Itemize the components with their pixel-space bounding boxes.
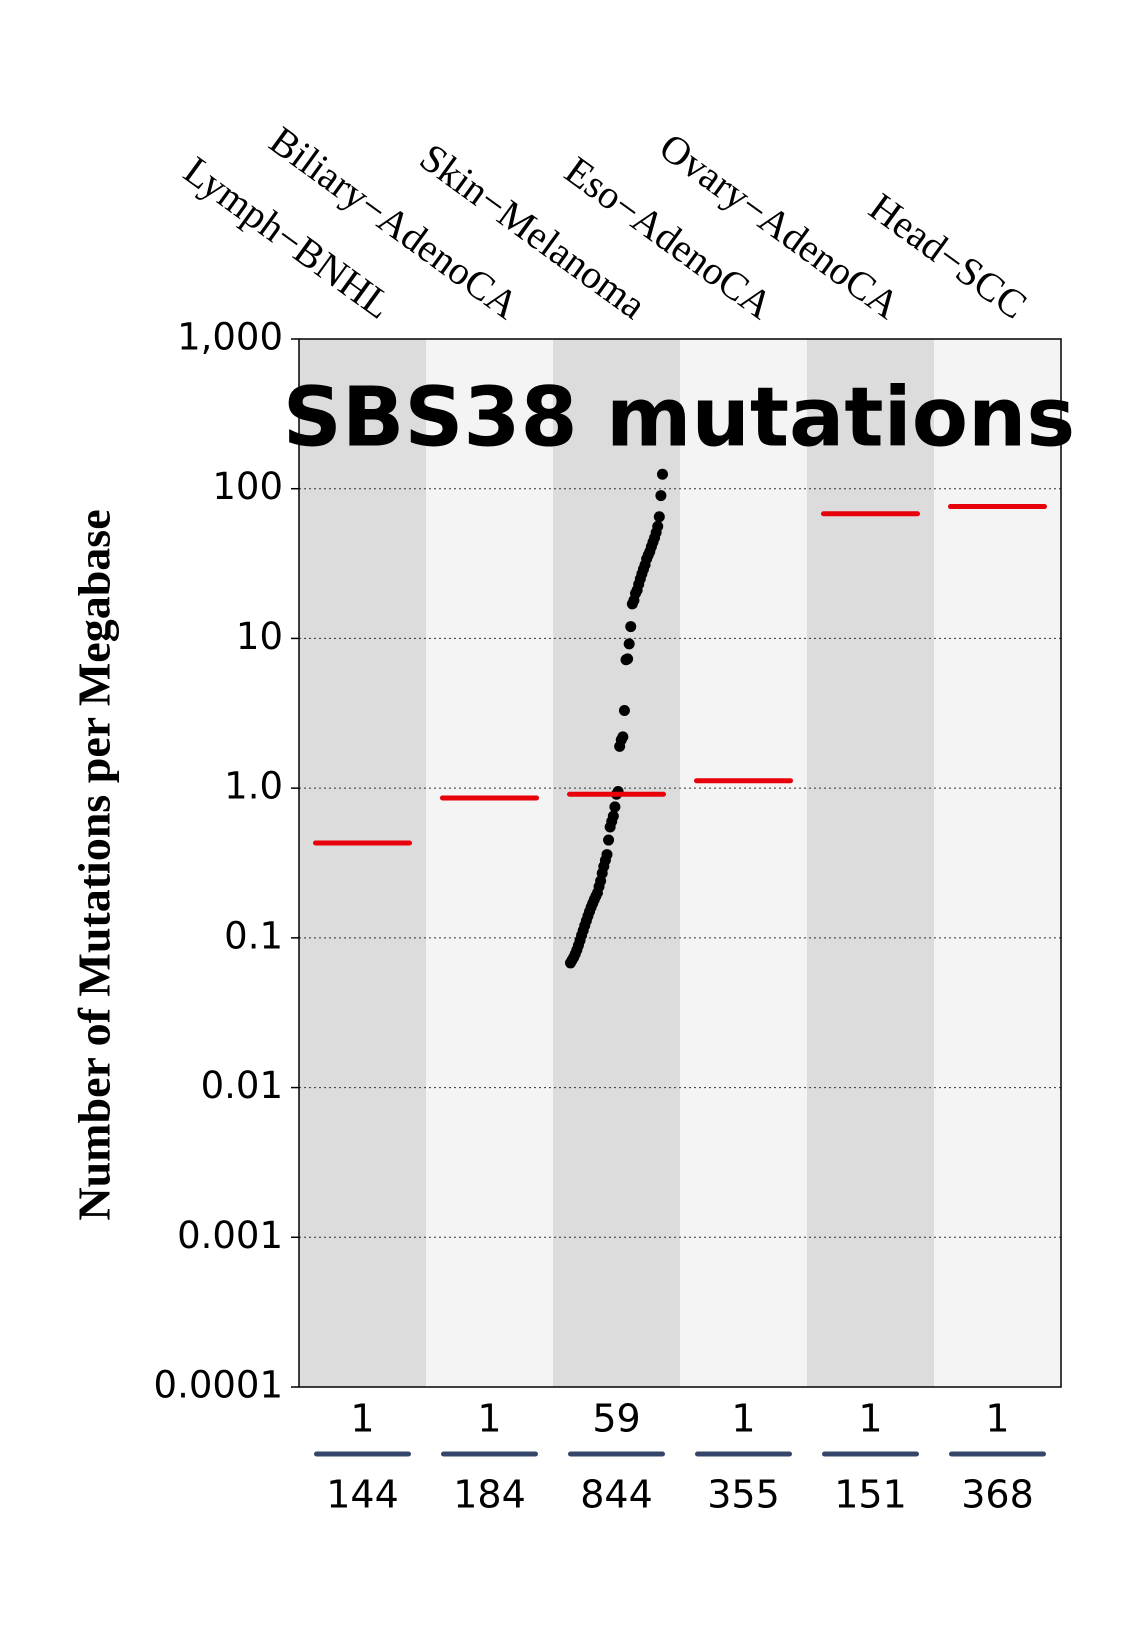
category-band bbox=[934, 339, 1061, 1387]
category-band bbox=[299, 339, 426, 1387]
samples-total-count: 184 bbox=[453, 1473, 526, 1517]
marks bbox=[313, 468, 1047, 969]
y-tick-label: 100 bbox=[212, 465, 283, 508]
sample-point bbox=[623, 638, 635, 650]
samples-total-count: 144 bbox=[326, 1473, 399, 1517]
samples-with-count: 1 bbox=[731, 1397, 755, 1441]
samples-total-count: 844 bbox=[580, 1473, 653, 1517]
sample-point bbox=[655, 490, 667, 502]
sample-point bbox=[625, 621, 637, 633]
y-tick-label: 0.0001 bbox=[154, 1364, 283, 1407]
plot-border bbox=[298, 338, 1062, 1388]
y-tick-label: 1,000 bbox=[177, 316, 283, 359]
sample-point bbox=[601, 849, 613, 861]
sample-point bbox=[618, 705, 630, 717]
bands bbox=[299, 339, 1061, 1387]
samples-with-count: 1 bbox=[985, 1397, 1009, 1441]
sample-point bbox=[603, 834, 615, 846]
chart-title: SBS38 mutations bbox=[283, 370, 1075, 465]
sample-point bbox=[609, 801, 621, 813]
samples-with-count: 59 bbox=[592, 1397, 640, 1441]
category-band bbox=[807, 339, 934, 1387]
sample-point bbox=[607, 810, 619, 822]
y-axis-label: Number of Mutations per Megabase bbox=[69, 509, 120, 1220]
samples-with-count: 1 bbox=[350, 1397, 374, 1441]
sample-point bbox=[653, 511, 665, 523]
y-tick-label: 0.001 bbox=[177, 1214, 283, 1257]
sample-point bbox=[617, 731, 629, 743]
y-tick-label: 0.1 bbox=[224, 914, 283, 957]
sample-point bbox=[652, 520, 664, 532]
samples-with-count: 1 bbox=[477, 1397, 501, 1441]
sample-point bbox=[622, 653, 634, 665]
samples-total-count: 355 bbox=[707, 1473, 780, 1517]
samples-total-count: 368 bbox=[961, 1473, 1034, 1517]
category-label: Skin−Melanoma bbox=[412, 134, 655, 327]
samples-total-count: 151 bbox=[834, 1473, 907, 1517]
category-band bbox=[680, 339, 807, 1387]
samples-with-count: 1 bbox=[858, 1397, 882, 1441]
category-band bbox=[426, 339, 553, 1387]
sample-point bbox=[657, 468, 668, 480]
y-tick-label: 10 bbox=[236, 615, 283, 658]
y-tick-label: 1.0 bbox=[224, 765, 283, 808]
y-tick-label: 0.01 bbox=[201, 1064, 283, 1107]
